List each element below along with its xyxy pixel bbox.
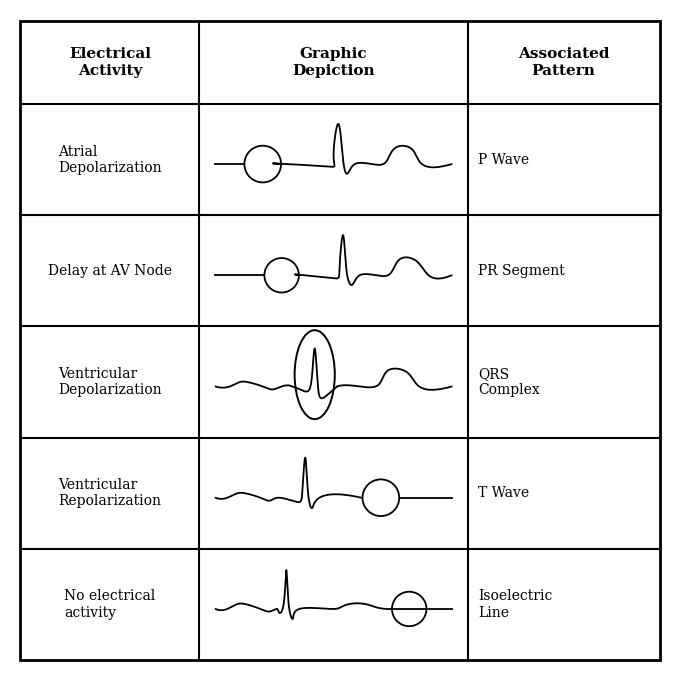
- Text: Isoelectric
Line: Isoelectric Line: [478, 589, 552, 620]
- Text: Ventricular
Repolarization: Ventricular Repolarization: [58, 478, 161, 509]
- Text: T Wave: T Wave: [478, 486, 529, 501]
- Text: Graphic
Depiction: Graphic Depiction: [292, 48, 375, 78]
- Text: Delay at AV Node: Delay at AV Node: [48, 264, 172, 278]
- Text: QRS
Complex: QRS Complex: [478, 367, 540, 397]
- Text: Atrial
Depolarization: Atrial Depolarization: [58, 144, 162, 175]
- Text: P Wave: P Wave: [478, 153, 529, 167]
- Text: Associated
Pattern: Associated Pattern: [518, 48, 609, 78]
- Text: Electrical
Activity: Electrical Activity: [69, 48, 151, 78]
- Text: Ventricular
Depolarization: Ventricular Depolarization: [58, 367, 162, 397]
- Text: PR Segment: PR Segment: [478, 264, 565, 278]
- Text: No electrical
activity: No electrical activity: [65, 589, 156, 620]
